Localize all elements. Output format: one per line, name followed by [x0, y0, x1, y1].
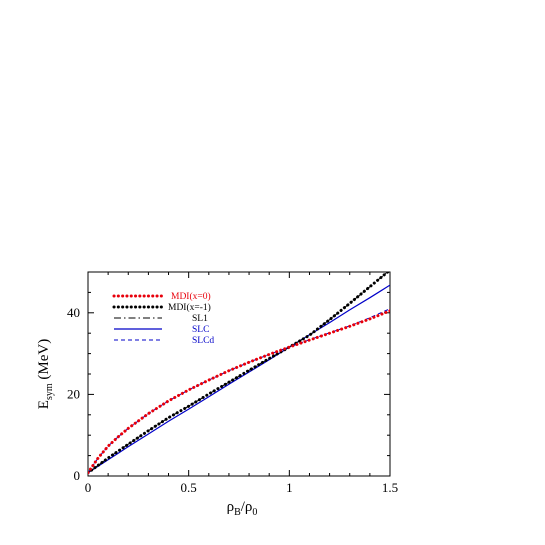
- plot-frame: [87, 271, 391, 477]
- x-tick-label: 1: [286, 480, 293, 495]
- x-tick-label: 0: [85, 480, 92, 495]
- legend-label: SLCd: [192, 336, 214, 346]
- y-tick-label: 0: [74, 468, 81, 483]
- y-tick-label: 20: [67, 386, 80, 401]
- y-tick-label: 40: [67, 305, 80, 320]
- series-line-slc: [88, 284, 390, 474]
- y-axis-label: Esym (MeV): [36, 339, 55, 409]
- series-line-mdi-x-1: [88, 272, 390, 475]
- series-lines: [88, 272, 390, 475]
- legend-label: MDI(x=0): [171, 291, 211, 302]
- series-line-slcd: [88, 308, 390, 473]
- ticks: [87, 272, 391, 477]
- legend-label: SLC: [192, 325, 209, 335]
- series-line-mdi-x-0: [88, 309, 390, 475]
- x-tick-label: 0.5: [181, 480, 197, 495]
- legend-label: SL1: [192, 314, 208, 324]
- x-axis-label: ρB/ρ0: [227, 499, 258, 518]
- tick-labels: 0 0.5 1 1.5 0 20 40: [67, 305, 398, 495]
- x-tick-label: 1.5: [382, 480, 398, 495]
- series-line-sl1: [88, 272, 389, 474]
- legend-label: MDI(x=-1): [168, 302, 211, 313]
